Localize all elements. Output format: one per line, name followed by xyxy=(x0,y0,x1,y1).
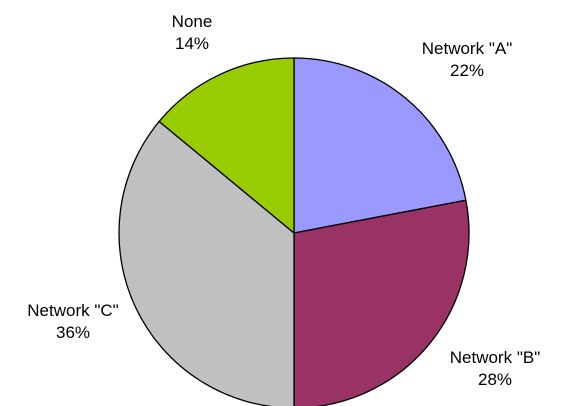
slice-label-name: None xyxy=(172,12,213,31)
slice-label-percent: 36% xyxy=(56,323,90,342)
pie-slice-network-b xyxy=(293,199,470,406)
slice-label-network-c: Network "C" 36% xyxy=(27,301,118,342)
pie-slice-network-a xyxy=(293,57,467,234)
pie-slice-network-c xyxy=(118,120,295,406)
slice-label-network-a: Network "A" 22% xyxy=(422,39,512,80)
pie-slices xyxy=(118,57,470,406)
pie-slice-none xyxy=(158,57,295,235)
pie-labels: Network "A" 22% Network "B" 28% Network "C" 3… xyxy=(27,12,540,389)
slice-label-percent: 28% xyxy=(478,370,512,389)
slice-label-name: Network "C" xyxy=(27,301,118,320)
slice-label-name: Network "B" xyxy=(450,348,540,367)
slice-label-network-b: Network "B" 28% xyxy=(450,348,540,389)
slice-label-percent: 14% xyxy=(175,34,209,53)
slice-label-percent: 22% xyxy=(450,61,484,80)
slice-label-name: Network "A" xyxy=(422,39,512,58)
slice-label-none: None 14% xyxy=(172,12,213,53)
